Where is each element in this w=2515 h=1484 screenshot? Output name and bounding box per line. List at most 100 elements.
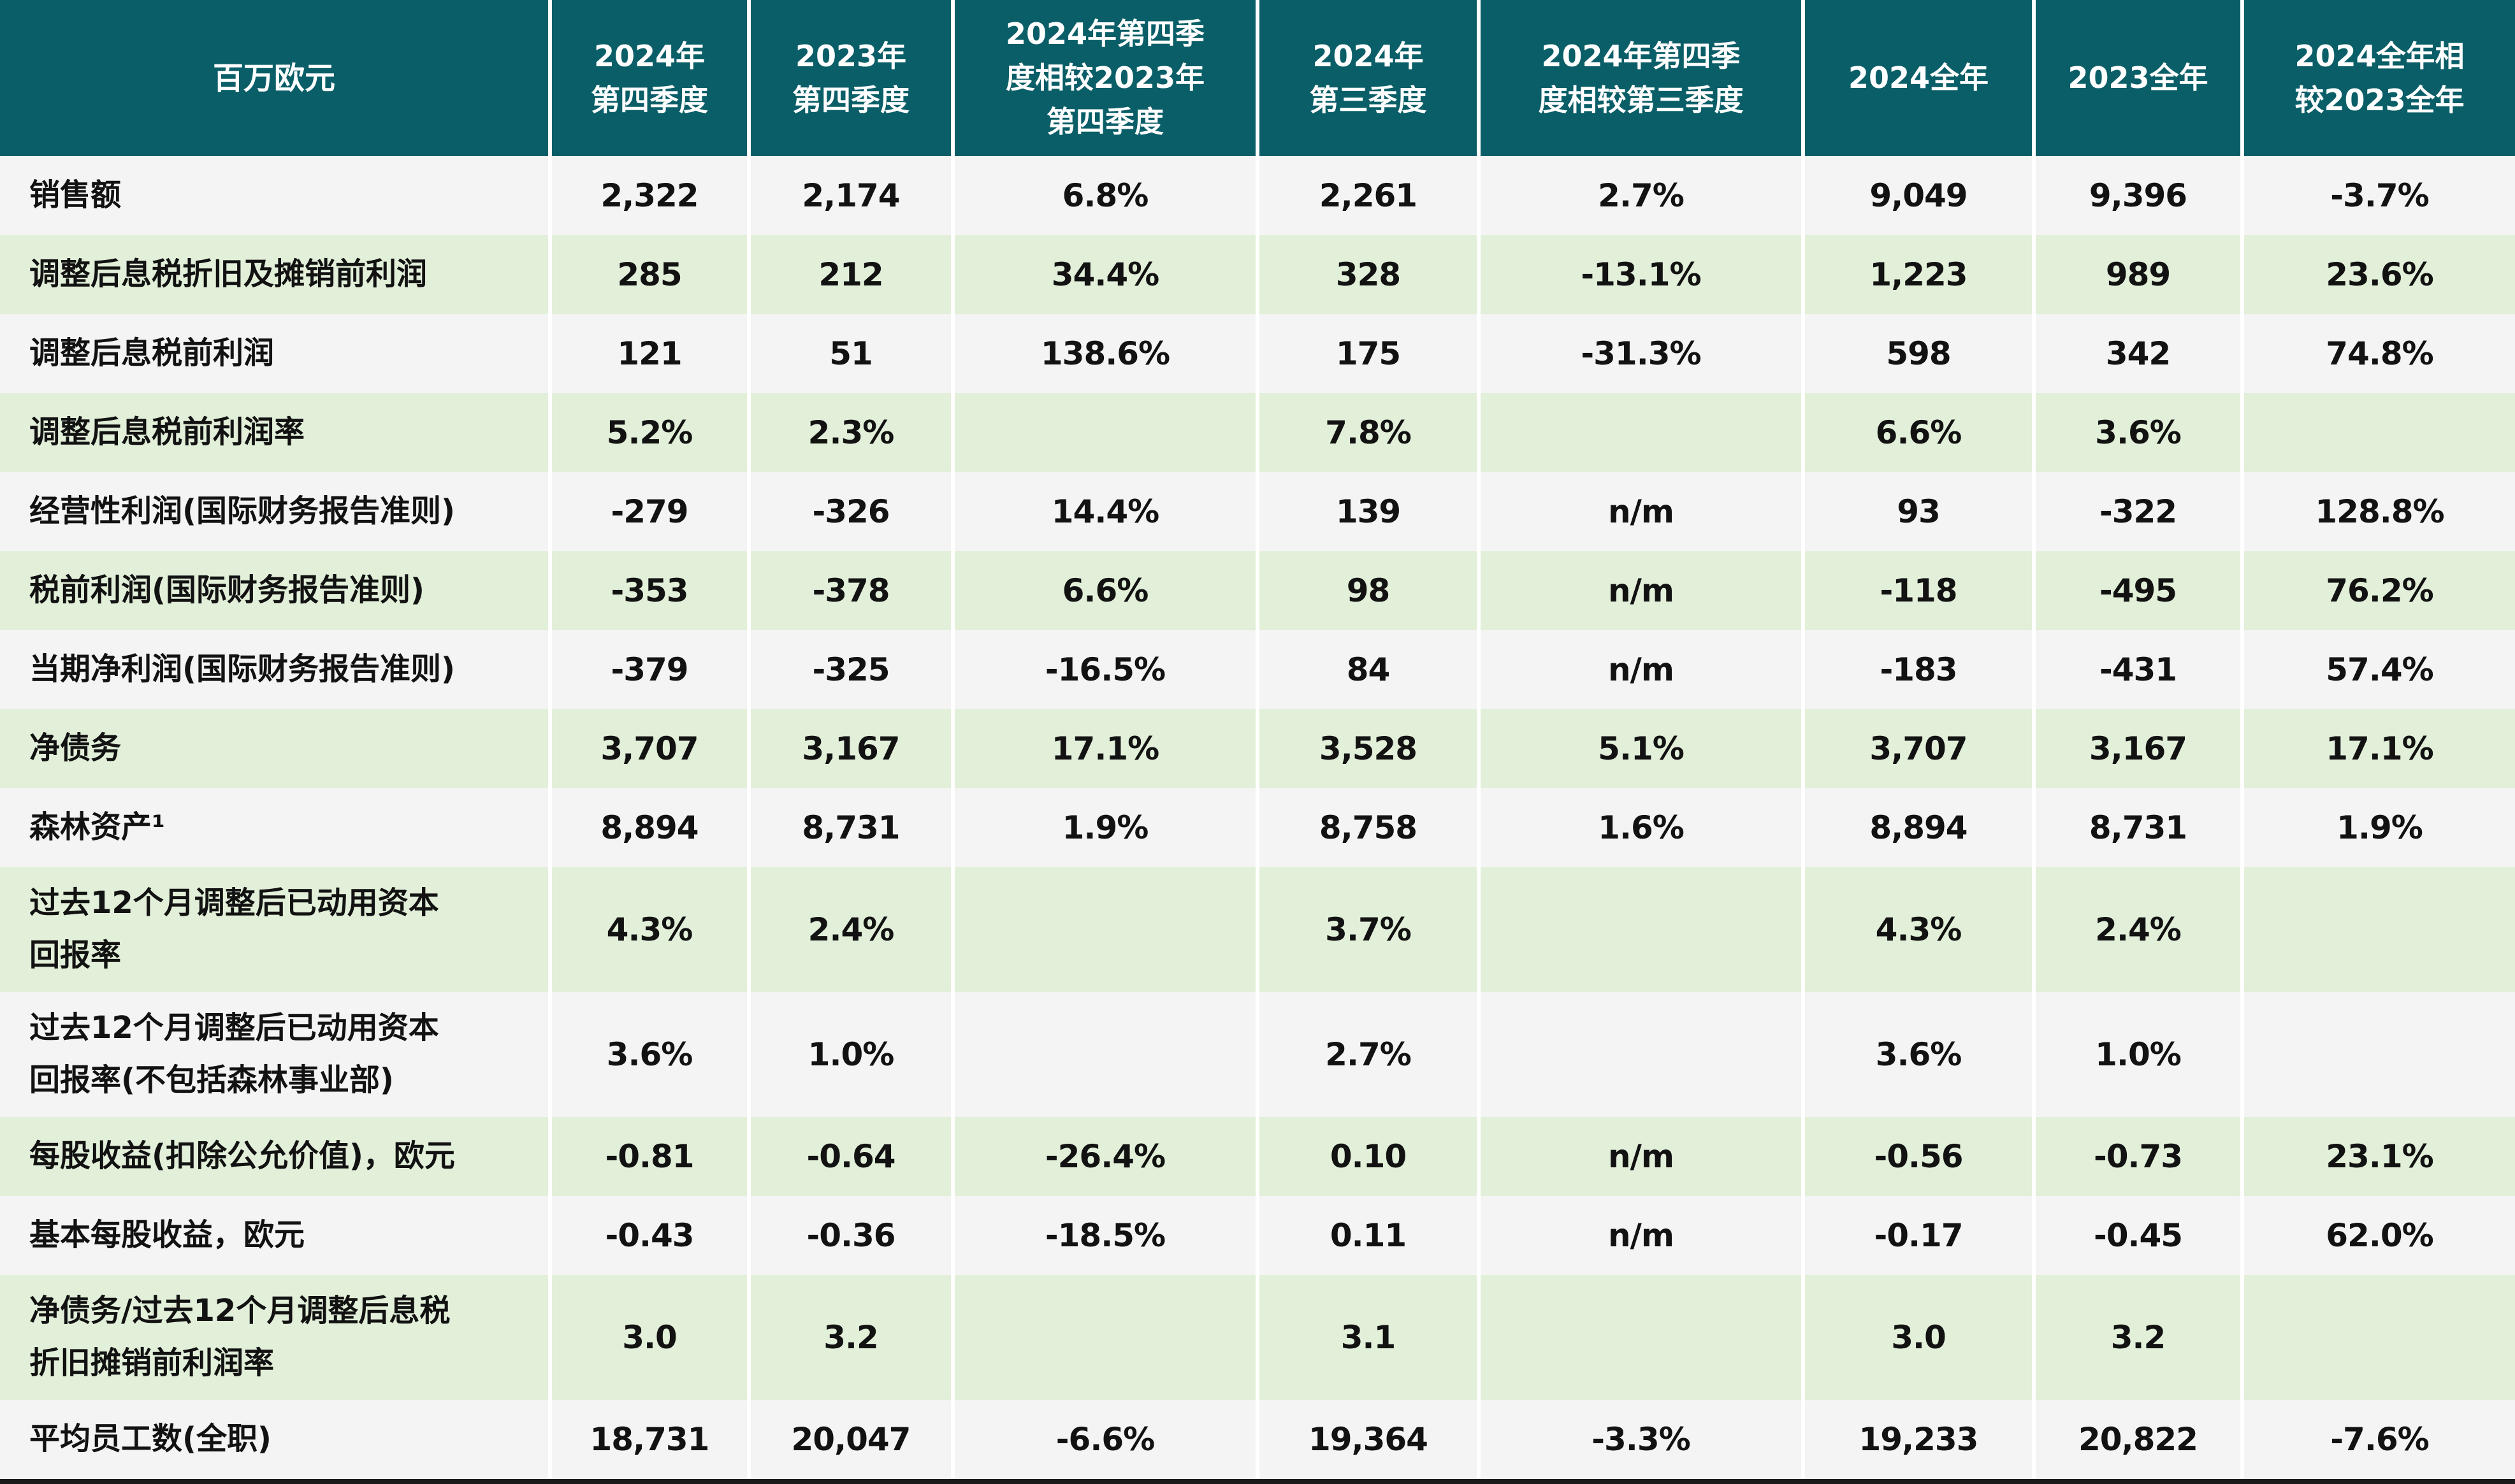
value-cell: 1.9% [2242, 788, 2515, 867]
value-cell [953, 393, 1259, 472]
data-row: 调整后息税折旧及摊销前利润 285 212 34.4% 328 -13.1% 1,223 98… [0, 235, 2515, 314]
value-cell: 2.4% [2034, 867, 2244, 992]
value-cell: 23.6% [2242, 235, 2515, 314]
value-cell: 0.11 [1258, 1196, 1481, 1275]
data-row: 调整后息税前利润率 5.2% 2.3% 7.8% 6.6% 3.6% [0, 393, 2515, 472]
value-cell: 7.8% [1258, 393, 1481, 472]
value-cell: 1.9% [953, 788, 1259, 867]
row-label: 税前利润(国际财务报告准则) [0, 551, 552, 630]
value-cell: 1.0% [2034, 992, 2244, 1117]
value-cell [953, 992, 1259, 1117]
column-header-fy-2023: 2023全年 [2034, 0, 2244, 156]
value-cell: -0.17 [1803, 1196, 2036, 1275]
value-cell: -495 [2034, 551, 2244, 630]
value-cell: 98 [1258, 551, 1481, 630]
value-cell: 3,528 [1258, 709, 1481, 788]
value-cell: 121 [550, 314, 751, 393]
value-cell: 62.0% [2242, 1196, 2515, 1275]
value-cell: n/m [1479, 1196, 1805, 1275]
value-cell: n/m [1479, 630, 1805, 709]
value-cell: 4.3% [1803, 867, 2036, 992]
value-cell: 2.7% [1479, 156, 1805, 235]
value-cell: 2.7% [1258, 992, 1481, 1117]
value-cell: -26.4% [953, 1117, 1259, 1196]
value-cell: 3.2 [749, 1275, 955, 1400]
value-cell [2242, 393, 2515, 472]
value-cell: -0.36 [749, 1196, 955, 1275]
value-cell [953, 1275, 1259, 1400]
value-cell [1479, 1275, 1805, 1400]
value-cell: 20,047 [749, 1400, 955, 1479]
value-cell: 74.8% [2242, 314, 2515, 393]
value-cell: 1.6% [1479, 788, 1805, 867]
data-row: 过去12个月调整后已动用资本 回报率(不包括森林事业部) 3.6% 1.0% 2.7%… [0, 992, 2515, 1117]
column-header-q3-2024: 2024年 第三季度 [1258, 0, 1481, 156]
table-bottom-border [0, 1479, 2515, 1484]
value-cell: 76.2% [2242, 551, 2515, 630]
value-cell: 285 [550, 235, 751, 314]
data-row: 净债务 3,707 3,167 17.1% 3,528 5.1% 3,707 3,167 17.… [0, 709, 2515, 788]
value-cell: -13.1% [1479, 235, 1805, 314]
value-cell: 2.4% [749, 867, 955, 992]
data-row: 过去12个月调整后已动用资本 回报率 4.3% 2.4% 3.7% 4.3% 2.4% [0, 867, 2515, 992]
value-cell: 5.2% [550, 393, 751, 472]
data-row: 调整后息税前利润 121 51 138.6% 175 -31.3% 598 342 74.8% [0, 314, 2515, 393]
row-label: 过去12个月调整后已动用资本 回报率 [0, 867, 552, 992]
table-header: 百万欧元 2024年 第四季度 2023年 第四季度 2024年第四季 度相较2… [0, 0, 2515, 156]
column-header-q4-vs-q3: 2024年第四季 度相较第三季度 [1479, 0, 1805, 156]
value-cell: 139 [1258, 472, 1481, 551]
value-cell [953, 867, 1259, 992]
column-header-fy-2024-vs-fy-2023: 2024全年相 较2023全年 [2242, 0, 2515, 156]
value-cell: 93 [1803, 472, 2036, 551]
value-cell: 6.8% [953, 156, 1259, 235]
value-cell: -3.7% [2242, 156, 2515, 235]
value-cell: 8,758 [1258, 788, 1481, 867]
value-cell: -0.73 [2034, 1117, 2244, 1196]
value-cell: 3.0 [1803, 1275, 2036, 1400]
value-cell: 3,167 [2034, 709, 2244, 788]
column-header-fy-2024: 2024全年 [1803, 0, 2036, 156]
value-cell [1479, 992, 1805, 1117]
row-label: 经营性利润(国际财务报告准则) [0, 472, 552, 551]
value-cell: 3.7% [1258, 867, 1481, 992]
data-row: 净债务/过去12个月调整后息税 折旧摊销前利润率 3.0 3.2 3.1 3.0 3.2 [0, 1275, 2515, 1400]
column-header-q4-2024-vs-q4-2023: 2024年第四季 度相较2023年 第四季度 [953, 0, 1259, 156]
value-cell: 8,731 [2034, 788, 2244, 867]
value-cell: -0.43 [550, 1196, 751, 1275]
value-cell: 0.10 [1258, 1117, 1481, 1196]
value-cell: -325 [749, 630, 955, 709]
value-cell: -0.64 [749, 1117, 955, 1196]
value-cell: 3,707 [550, 709, 751, 788]
value-cell: n/m [1479, 551, 1805, 630]
value-cell: -183 [1803, 630, 2036, 709]
table-body: 销售额 2,322 2,174 6.8% 2,261 2.7% 9,049 9,396 -3.7… [0, 156, 2515, 1479]
data-row: 每股收益(扣除公允价值)，欧元 -0.81 -0.64 -26.4% 0.10 n/m -0… [0, 1117, 2515, 1196]
value-cell [2242, 867, 2515, 992]
data-row: 基本每股收益，欧元 -0.43 -0.36 -18.5% 0.11 n/m -0.17 -0.… [0, 1196, 2515, 1275]
value-cell: 19,233 [1803, 1400, 2036, 1479]
row-label: 净债务/过去12个月调整后息税 折旧摊销前利润率 [0, 1275, 552, 1400]
value-cell: 3,707 [1803, 709, 2036, 788]
value-cell: 3.2 [2034, 1275, 2244, 1400]
value-cell: -0.45 [2034, 1196, 2244, 1275]
value-cell: 2.3% [749, 393, 955, 472]
value-cell: -6.6% [953, 1400, 1259, 1479]
row-label: 当期净利润(国际财务报告准则) [0, 630, 552, 709]
value-cell: -326 [749, 472, 955, 551]
value-cell: 328 [1258, 235, 1481, 314]
value-cell: -379 [550, 630, 751, 709]
value-cell: 175 [1258, 314, 1481, 393]
value-cell: -431 [2034, 630, 2244, 709]
header-row: 百万欧元 2024年 第四季度 2023年 第四季度 2024年第四季 度相较2… [0, 0, 2515, 156]
value-cell: 57.4% [2242, 630, 2515, 709]
value-cell: 9,049 [1803, 156, 2036, 235]
value-cell: -322 [2034, 472, 2244, 551]
value-cell: -16.5% [953, 630, 1259, 709]
row-label: 净债务 [0, 709, 552, 788]
value-cell: 3.6% [1803, 992, 2036, 1117]
data-row: 税前利润(国际财务报告准则) -353 -378 6.6% 98 n/m -118 -495 7… [0, 551, 2515, 630]
row-label: 调整后息税前利润 [0, 314, 552, 393]
row-label: 平均员工数(全职) [0, 1400, 552, 1479]
row-label: 森林资产¹ [0, 788, 552, 867]
